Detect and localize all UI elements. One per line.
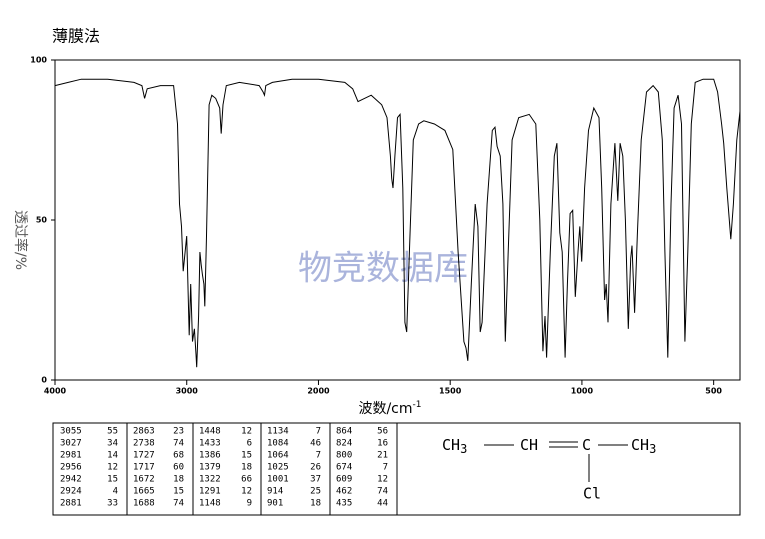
- atom-subscript: 3: [460, 442, 467, 456]
- peak-wavenumber: 3055: [60, 427, 82, 437]
- atom-group: CH: [520, 436, 538, 454]
- peak-transmittance: 26: [310, 463, 321, 473]
- peak-transmittance: 6: [247, 439, 252, 449]
- peak-transmittance: 12: [377, 475, 388, 485]
- peak-wavenumber: 1672: [133, 475, 155, 485]
- peak-wavenumber: 435: [336, 499, 352, 509]
- peak-transmittance: 7: [316, 427, 321, 437]
- peak-wavenumber: 1386: [199, 451, 221, 461]
- peak-wavenumber: 914: [267, 487, 283, 497]
- peak-transmittance: 74: [173, 439, 184, 449]
- peak-wavenumber: 2956: [60, 463, 82, 473]
- peak-wavenumber: 1717: [133, 463, 155, 473]
- atom-text: CH: [520, 436, 538, 454]
- peak-transmittance: 74: [173, 499, 184, 509]
- atom-group: CH3: [442, 436, 467, 456]
- peak-transmittance: 44: [377, 499, 388, 509]
- peak-wavenumber: 800: [336, 451, 352, 461]
- y-tick-label: 50: [36, 216, 48, 225]
- chart-title: 薄膜法: [52, 27, 100, 46]
- y-tick-label: 0: [41, 376, 47, 385]
- peak-transmittance: 12: [241, 487, 252, 497]
- peak-transmittance: 23: [173, 427, 184, 437]
- peak-transmittance: 56: [377, 427, 388, 437]
- atom-text: CH: [631, 436, 649, 454]
- peak-wavenumber: 2863: [133, 427, 155, 437]
- x-tick-label: 3000: [176, 387, 199, 396]
- peak-transmittance: 33: [107, 499, 118, 509]
- peak-wavenumber: 462: [336, 487, 352, 497]
- peak-wavenumber: 1322: [199, 475, 221, 485]
- peak-transmittance: 15: [173, 487, 184, 497]
- x-tick-label: 500: [705, 387, 722, 396]
- peak-wavenumber: 1134: [267, 427, 289, 437]
- peak-wavenumber: 1379: [199, 463, 221, 473]
- peak-transmittance: 60: [173, 463, 184, 473]
- x-tick-label: 1500: [439, 387, 462, 396]
- atom-text: CH: [442, 436, 460, 454]
- peak-wavenumber: 901: [267, 499, 283, 509]
- y-axis-label: 透过率/%: [12, 210, 29, 270]
- peak-transmittance: 25: [310, 487, 321, 497]
- peak-wavenumber: 1448: [199, 427, 221, 437]
- peak-wavenumber: 609: [336, 475, 352, 485]
- peak-wavenumber: 2924: [60, 487, 82, 497]
- peak-transmittance: 15: [241, 451, 252, 461]
- x-tick-label: 2000: [307, 387, 330, 396]
- peak-transmittance: 34: [107, 439, 118, 449]
- substituent: Cl: [583, 485, 601, 503]
- peak-wavenumber: 1688: [133, 499, 155, 509]
- peak-wavenumber: 674: [336, 463, 352, 473]
- peak-transmittance: 14: [107, 451, 118, 461]
- peak-transmittance: 9: [247, 499, 252, 509]
- peak-wavenumber: 3027: [60, 439, 82, 449]
- spectrum-line: [54, 78, 741, 368]
- peak-transmittance: 21: [377, 451, 388, 461]
- peak-transmittance: 4: [113, 487, 118, 497]
- peak-wavenumber: 2942: [60, 475, 82, 485]
- x-axis-label: 波数/cm-1: [358, 400, 421, 418]
- bonds: [484, 441, 628, 482]
- peak-wavenumber: 2981: [60, 451, 82, 461]
- peak-transmittance: 55: [107, 427, 118, 437]
- peak-wavenumber: 824: [336, 439, 352, 449]
- peak-transmittance: 46: [310, 439, 321, 449]
- peak-wavenumber: 1727: [133, 451, 155, 461]
- peak-wavenumber: 1001: [267, 475, 289, 485]
- atom-group: C: [582, 436, 591, 454]
- peak-wavenumber: 1665: [133, 487, 155, 497]
- peak-wavenumber: 1064: [267, 451, 289, 461]
- peak-wavenumber: 1025: [267, 463, 289, 473]
- peak-wavenumber: 1433: [199, 439, 221, 449]
- peak-transmittance: 12: [241, 427, 252, 437]
- peak-transmittance: 15: [107, 475, 118, 485]
- peak-wavenumber: 2881: [60, 499, 82, 509]
- peak-transmittance: 66: [241, 475, 252, 485]
- plot-frame: [54, 59, 741, 381]
- x-tick-label: 1000: [571, 387, 594, 396]
- atom-subscript: 3: [649, 442, 656, 456]
- peak-transmittance: 7: [383, 463, 388, 473]
- x-tick-label: 4000: [44, 387, 67, 396]
- atom-group: CH3: [631, 436, 656, 456]
- peak-transmittance: 18: [241, 463, 252, 473]
- peak-transmittance: 74: [377, 487, 388, 497]
- atom-text: C: [582, 436, 591, 454]
- peak-transmittance: 16: [377, 439, 388, 449]
- table-dividers: [126, 423, 398, 515]
- peak-transmittance: 7: [316, 451, 321, 461]
- peak-transmittance: 12: [107, 463, 118, 473]
- peak-transmittance: 18: [310, 499, 321, 509]
- watermark: 物竞数据库: [298, 249, 468, 289]
- peak-transmittance: 18: [173, 475, 184, 485]
- peak-wavenumber: 1084: [267, 439, 289, 449]
- peak-transmittance: 37: [310, 475, 321, 485]
- peak-wavenumber: 1291: [199, 487, 221, 497]
- y-tick-label: 100: [30, 56, 47, 65]
- peak-transmittance: 68: [173, 451, 184, 461]
- peak-wavenumber: 1148: [199, 499, 221, 509]
- peak-wavenumber: 2738: [133, 439, 155, 449]
- peak-wavenumber: 864: [336, 427, 352, 437]
